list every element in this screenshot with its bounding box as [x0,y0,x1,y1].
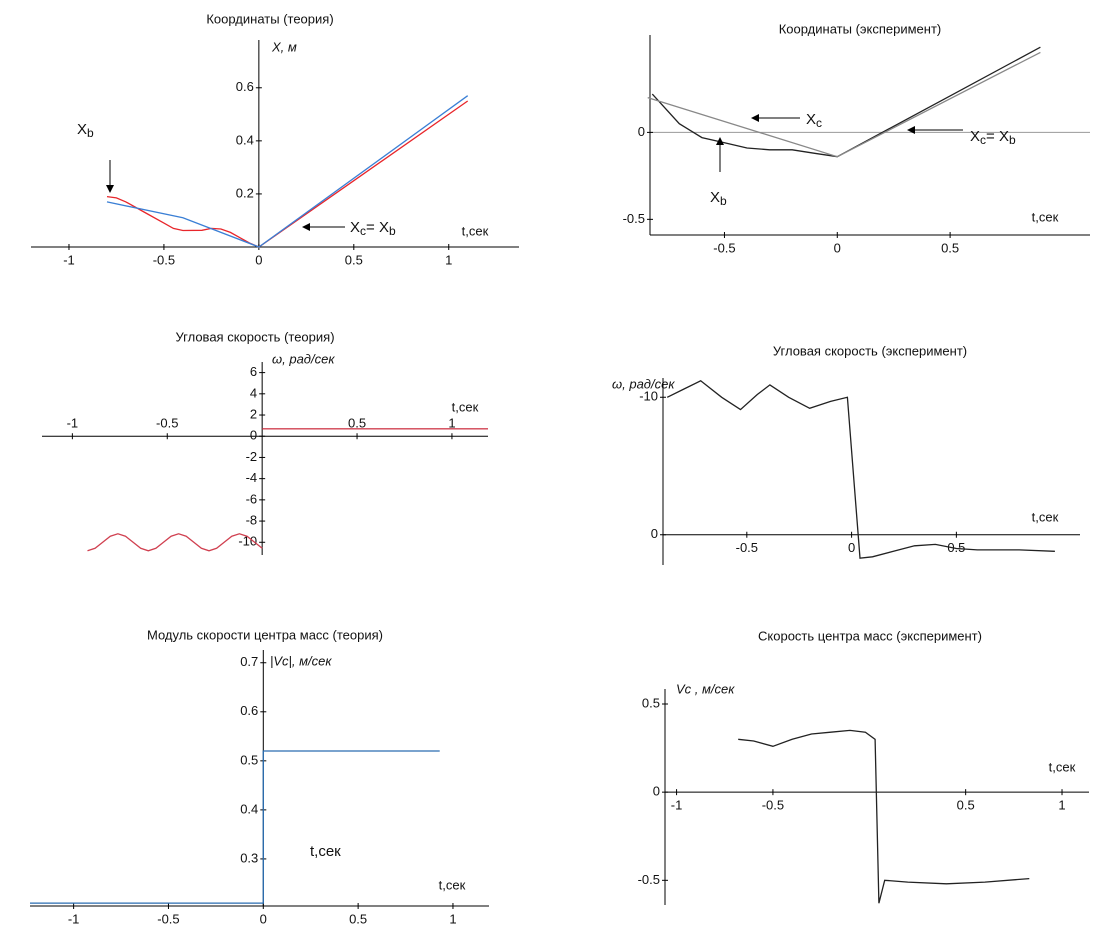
x-tick-label: 0 [255,252,262,267]
series-line [106,95,469,248]
y-axis-label: Vc , м/сек [676,681,735,696]
y-tick-label: -0.5 [623,211,645,226]
annotation-text: X [350,219,360,236]
series-line [647,51,1041,158]
y-axis-label: ω, рад/сек [272,351,335,366]
x-tick-label: 0 [848,540,855,555]
series-line [30,750,440,904]
x-tick-label: -0.5 [157,911,179,926]
x-tick-label: 0.5 [345,252,363,267]
annotation-subscript: b [720,194,727,208]
annotation: Xb [77,121,94,140]
x-tick-label: 0.5 [957,798,975,813]
x-tick-label: 0 [834,240,841,255]
chart-title: Координаты (теория) [206,11,333,26]
x-axis-label: t,сек [1032,509,1059,524]
x-axis-label: t,сек [1049,759,1076,774]
annotation-text: X [710,189,720,206]
y-tick-label: 0 [653,784,660,799]
annotation-subscript: b [389,224,396,238]
x-tick-label: -1 [68,911,80,926]
x-axis-label: t,сек [439,877,466,892]
y-tick-label: -4 [246,470,258,485]
y-tick-label: 0 [638,124,645,139]
annotation-text: = X [986,128,1009,145]
y-tick-label: -0.5 [638,872,660,887]
y-tick-label: 2 [250,406,257,421]
y-tick-label: 0.4 [240,801,258,816]
y-tick-label: -10 [238,534,257,549]
annotation: Xc [806,111,822,130]
annotation-subscript: b [87,126,94,140]
annotation-text: X [970,128,980,145]
x-axis-label: t,сек [1032,209,1059,224]
annotation-text: X [77,121,87,138]
annotation: Xc= Xb [970,128,1016,147]
x-tick-label: -0.5 [762,798,784,813]
x-tick-label: -0.5 [713,240,735,255]
chart-title: Модуль скорости центра масс (теория) [147,627,383,642]
x-tick-label: 0 [260,911,267,926]
y-tick-label: 0.2 [236,185,254,200]
chart-title: Угловая скорость (теория) [175,329,334,344]
x-tick-label: 1 [445,252,452,267]
annotation-subscript: b [1009,133,1016,147]
y-axis-label: |Vc|, м/сек [270,653,332,668]
y-tick-label: 4 [250,385,257,400]
x-tick-label: -0.5 [153,252,175,267]
x-tick-label: -1 [671,798,683,813]
annotation-text: = X [366,219,389,236]
x-tick-label: 0.5 [941,240,959,255]
annotation-subscript: c [980,133,986,147]
x-tick-label: 0.5 [947,540,965,555]
y-tick-label: 0.6 [236,79,254,94]
y-tick-label: 0.5 [240,752,258,767]
y-tick-label: 6 [250,364,257,379]
x-axis-label: t,сек [452,399,479,414]
y-tick-label: 0.4 [236,132,254,147]
y-tick-label: 0.7 [240,654,258,669]
annotation: t,сек [310,843,341,860]
y-tick-label: -10 [639,389,658,404]
series-line [106,100,469,248]
annotation: Xc= Xb [350,219,396,238]
y-tick-label: 0.3 [240,850,258,865]
series-line [651,46,1041,158]
x-tick-label: 0.5 [349,911,367,926]
x-tick-label: -1 [67,416,79,431]
x-tick-label: -1 [63,252,75,267]
y-axis-label: ω, рад/сек [612,376,675,391]
y-tick-label: -2 [246,449,258,464]
annotation: Xb [710,189,727,208]
annotation-subscript: c [816,116,822,130]
y-tick-label: 0.5 [642,695,660,710]
x-tick-label: 0.5 [348,416,366,431]
chart-title: Координаты (эксперимент) [779,21,942,36]
x-tick-label: -0.5 [156,416,178,431]
annotation-text: t,сек [310,843,341,860]
y-tick-label: -6 [246,491,258,506]
chart-title: Угловая скорость (эксперимент) [773,343,967,358]
chart-title: Скорость центра масс (эксперимент) [758,628,982,643]
x-axis-label: t,сек [462,223,489,238]
annotation-subscript: c [360,224,366,238]
series-line [738,729,1030,904]
y-tick-label: 0 [250,428,257,443]
annotation-text: X [806,111,816,128]
series-line [666,380,1055,559]
x-tick-label: -0.5 [736,540,758,555]
y-tick-label: -8 [246,513,258,528]
series-line [87,428,488,552]
x-tick-label: 1 [448,416,455,431]
x-tick-label: 1 [449,911,456,926]
y-tick-label: 0 [651,526,658,541]
y-tick-label: 0.6 [240,703,258,718]
y-axis-label: X, м [271,39,297,54]
x-tick-label: 1 [1058,798,1065,813]
